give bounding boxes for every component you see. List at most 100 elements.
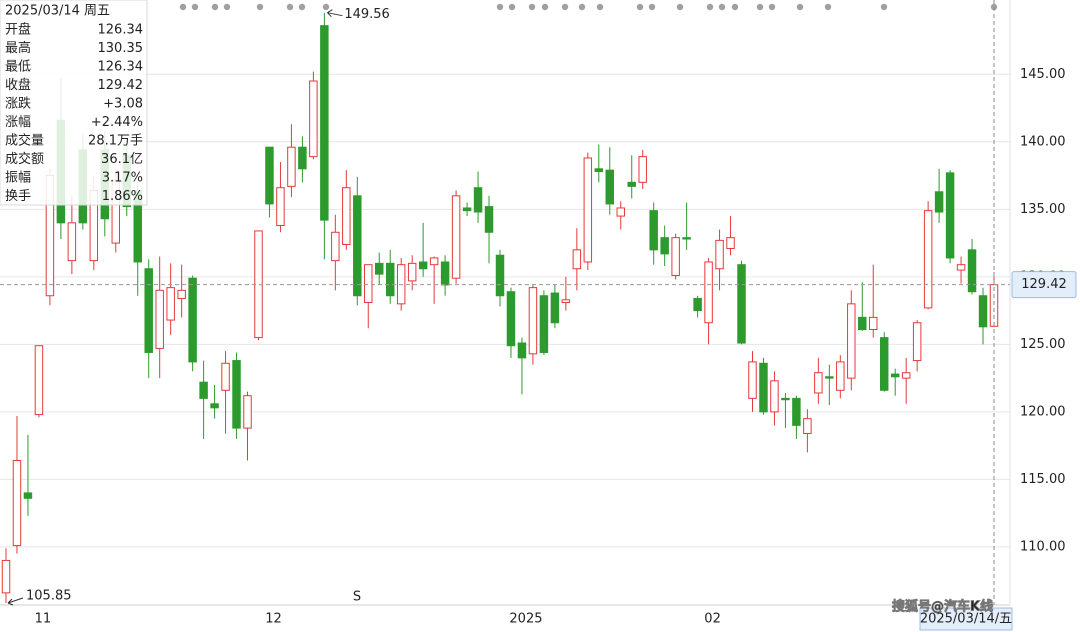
event-dot <box>528 3 536 11</box>
info-label: 成交量 <box>5 133 44 149</box>
candle-body <box>155 289 164 349</box>
candle-body <box>671 237 680 276</box>
event-dot <box>223 3 231 11</box>
price-label-bg <box>1011 271 1077 299</box>
candle-body <box>342 187 351 245</box>
price-label: 129.42 <box>1021 277 1067 292</box>
candle-body <box>440 261 450 286</box>
grid <box>0 3 1010 548</box>
event-dot <box>880 3 888 11</box>
info-label: 最低 <box>5 60 31 75</box>
x-tick-label: 12 <box>265 612 282 627</box>
watermark: 搜狐号@汽车K线 <box>892 599 993 615</box>
info-label: 换手 <box>5 189 31 204</box>
candle-body <box>627 181 636 187</box>
candle-body <box>726 237 735 249</box>
candle-body <box>737 264 746 344</box>
candle-body <box>265 146 274 205</box>
candle-body <box>517 342 527 359</box>
candle-body <box>583 157 593 263</box>
candle-body <box>858 316 867 331</box>
candle-body <box>649 210 658 251</box>
event-dot <box>731 3 739 11</box>
max-label: 149.56 <box>344 7 390 22</box>
candle-body <box>803 418 812 434</box>
event-dot <box>286 3 294 11</box>
candle-body <box>188 277 197 363</box>
max-arrow <box>327 9 343 18</box>
candle-body <box>978 295 988 328</box>
y-tick-label: 120.00 <box>1020 404 1066 419</box>
info-value: +2.44% <box>91 115 143 130</box>
candle-body <box>166 287 175 321</box>
candle-body <box>364 264 373 303</box>
candle-body <box>682 237 691 240</box>
info-value: +3.08 <box>103 97 143 112</box>
info-value: 36.1亿 <box>101 152 143 167</box>
candle-body <box>34 345 44 416</box>
candle-body <box>693 297 702 312</box>
min-label: 105.85 <box>26 588 72 603</box>
candle-body <box>353 195 362 297</box>
candle-body <box>901 372 911 379</box>
info-date: 2025/03/14 周五 <box>5 4 110 19</box>
info-label: 涨幅 <box>5 115 31 130</box>
candle-body <box>792 397 801 426</box>
candle-body <box>221 362 230 391</box>
event-dot <box>298 3 306 11</box>
info-label: 开盘 <box>5 22 31 38</box>
event-dot <box>191 3 199 11</box>
event-dot <box>676 3 684 11</box>
candle-body <box>495 254 505 297</box>
candle-body <box>539 295 549 353</box>
candle-body <box>144 268 153 353</box>
candle-body <box>814 372 823 394</box>
candle-body <box>704 261 713 324</box>
y-tick-label: 140.00 <box>1020 134 1066 149</box>
candle-body <box>276 187 285 227</box>
candle-body <box>506 291 516 347</box>
candle-body <box>561 299 571 303</box>
candle-body <box>418 261 428 270</box>
candle-body <box>484 206 494 233</box>
candle-body <box>309 80 318 158</box>
candle-body <box>759 362 768 413</box>
candle-body <box>836 361 845 391</box>
event-dot <box>541 3 549 11</box>
candle-body <box>320 25 329 221</box>
event-dot <box>796 3 804 11</box>
candle-body <box>199 381 208 399</box>
candle-body <box>616 207 625 217</box>
candle-body <box>879 337 889 391</box>
info-value: 1.86% <box>102 189 143 204</box>
candle-body <box>912 322 922 362</box>
signal-label: S <box>353 590 361 605</box>
y-tick-label: 135.00 <box>1020 202 1066 217</box>
info-label: 收盘 <box>5 77 31 93</box>
info-value: 126.34 <box>98 23 144 38</box>
x-tick-label: 02 <box>704 612 721 627</box>
info-value: 126.34 <box>98 60 144 75</box>
candle-body <box>967 249 977 293</box>
info-panel <box>0 0 148 206</box>
x-crosshair-label-bg <box>919 607 1013 631</box>
y-tick-label: 110.00 <box>1020 539 1066 554</box>
candle-body <box>528 287 538 355</box>
candle-body <box>1 559 11 594</box>
event-dot <box>322 3 330 11</box>
candle-body <box>243 395 252 429</box>
candle-body <box>451 195 461 279</box>
x-tick-label: 11 <box>35 612 52 627</box>
candle-body <box>605 169 615 205</box>
event-dot <box>824 3 832 11</box>
candle-body <box>12 460 22 547</box>
candle-body <box>945 172 955 259</box>
event-dot <box>496 3 504 11</box>
candle-body <box>748 361 757 399</box>
event-dot <box>768 3 776 11</box>
info-value: 28.1万手 <box>88 134 143 149</box>
candle-body <box>210 403 219 409</box>
candle-body <box>847 303 856 379</box>
